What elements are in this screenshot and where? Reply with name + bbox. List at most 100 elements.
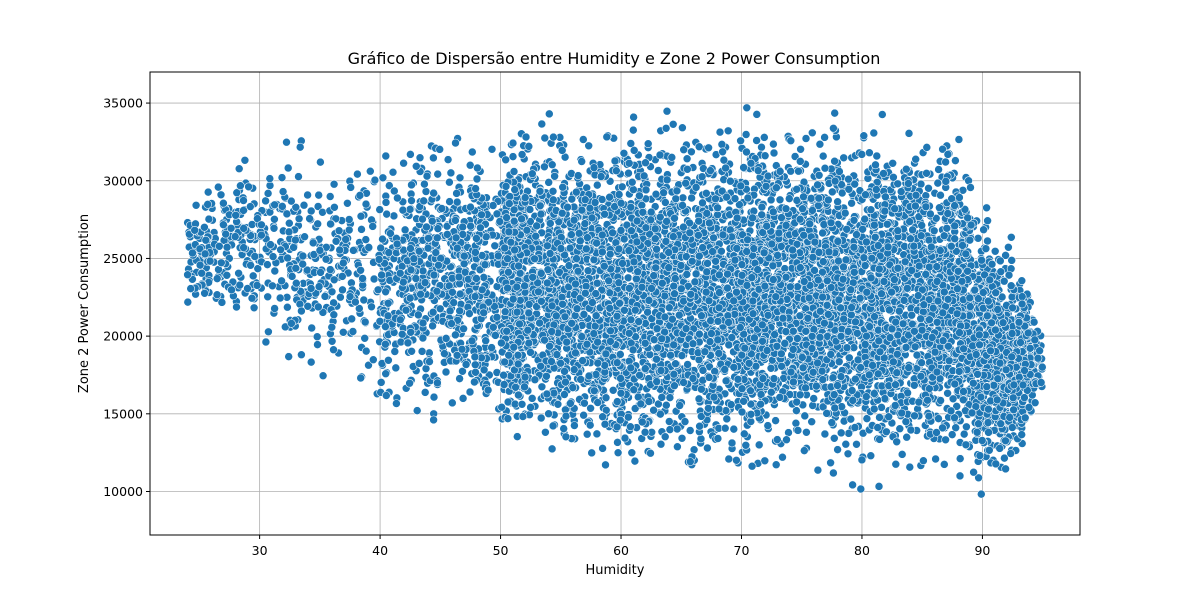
data-point	[252, 281, 262, 290]
data-point	[696, 434, 706, 444]
data-point	[675, 401, 684, 410]
data-point	[877, 403, 886, 412]
data-point	[866, 451, 876, 460]
data-point	[547, 160, 557, 169]
data-point	[458, 394, 468, 403]
data-point	[598, 444, 607, 453]
data-point	[601, 460, 610, 470]
data-point	[222, 271, 232, 280]
data-point	[243, 284, 252, 293]
data-point	[587, 448, 596, 458]
data-point	[608, 386, 618, 395]
data-point	[234, 269, 243, 278]
data-point	[813, 465, 823, 475]
data-point	[263, 292, 272, 302]
data-point	[360, 334, 369, 343]
data-point	[283, 253, 292, 263]
data-point	[461, 360, 471, 369]
data-point	[339, 328, 348, 337]
data-point	[660, 291, 669, 301]
data-point	[856, 484, 866, 494]
data-point	[455, 173, 465, 183]
data-point	[465, 387, 475, 397]
data-point	[452, 189, 461, 198]
data-point	[451, 330, 460, 340]
data-point	[778, 452, 787, 462]
data-point	[381, 198, 391, 207]
data-point	[657, 393, 667, 402]
data-point	[741, 130, 751, 139]
data-point	[724, 454, 734, 464]
data-point	[769, 139, 778, 149]
data-point	[415, 153, 425, 162]
data-point	[381, 151, 391, 161]
data-point	[662, 400, 671, 410]
data-point	[412, 406, 422, 415]
data-point	[973, 234, 983, 243]
data-point	[763, 421, 773, 430]
data-point	[593, 180, 602, 190]
data-point	[513, 432, 522, 441]
data-point	[378, 173, 388, 183]
data-point	[429, 153, 438, 163]
data-point	[299, 200, 309, 210]
data-point	[263, 189, 273, 198]
data-point	[786, 136, 796, 145]
data-point	[959, 429, 969, 439]
chart-title: Gráfico de Dispersão entre Humidity e Zo…	[348, 49, 881, 68]
data-point	[934, 165, 943, 174]
data-point	[249, 303, 259, 313]
data-point	[435, 304, 445, 314]
data-point	[791, 418, 801, 428]
data-point	[364, 360, 373, 370]
data-point	[848, 480, 857, 490]
data-point	[662, 106, 672, 116]
data-point	[508, 138, 518, 148]
data-point	[627, 448, 637, 457]
data-point	[360, 317, 370, 327]
data-point	[654, 166, 663, 175]
data-point	[630, 456, 640, 466]
data-point	[673, 442, 682, 451]
data-point	[818, 151, 828, 161]
data-point	[752, 110, 762, 119]
data-point	[313, 202, 323, 211]
data-point	[902, 432, 911, 442]
data-point	[1007, 256, 1016, 265]
data-point	[275, 293, 285, 303]
data-point	[443, 155, 453, 164]
data-point	[421, 187, 431, 196]
data-point	[836, 428, 846, 438]
data-point	[318, 371, 328, 380]
data-point	[353, 169, 362, 179]
data-point	[717, 140, 727, 149]
data-point	[445, 177, 454, 187]
data-point	[895, 424, 905, 433]
data-point	[833, 197, 842, 206]
data-point	[820, 429, 830, 439]
data-point	[878, 110, 887, 119]
data-point	[316, 157, 325, 167]
data-point	[996, 256, 1005, 266]
data-point	[677, 434, 687, 443]
data-point	[736, 136, 745, 146]
data-point	[261, 196, 270, 206]
data-point	[525, 205, 535, 214]
data-point	[752, 136, 761, 145]
data-point	[961, 440, 971, 450]
data-point	[678, 123, 687, 132]
data-point	[882, 427, 891, 437]
data-point	[312, 332, 322, 341]
data-point	[300, 232, 309, 241]
data-point	[659, 188, 668, 197]
data-point	[685, 426, 695, 435]
data-point	[582, 429, 592, 439]
data-point	[369, 274, 379, 284]
data-point	[343, 199, 352, 208]
data-point	[277, 173, 287, 182]
data-point	[268, 281, 277, 291]
data-point	[465, 160, 475, 170]
data-point	[391, 363, 401, 373]
data-point	[389, 211, 399, 221]
data-point	[872, 151, 882, 161]
